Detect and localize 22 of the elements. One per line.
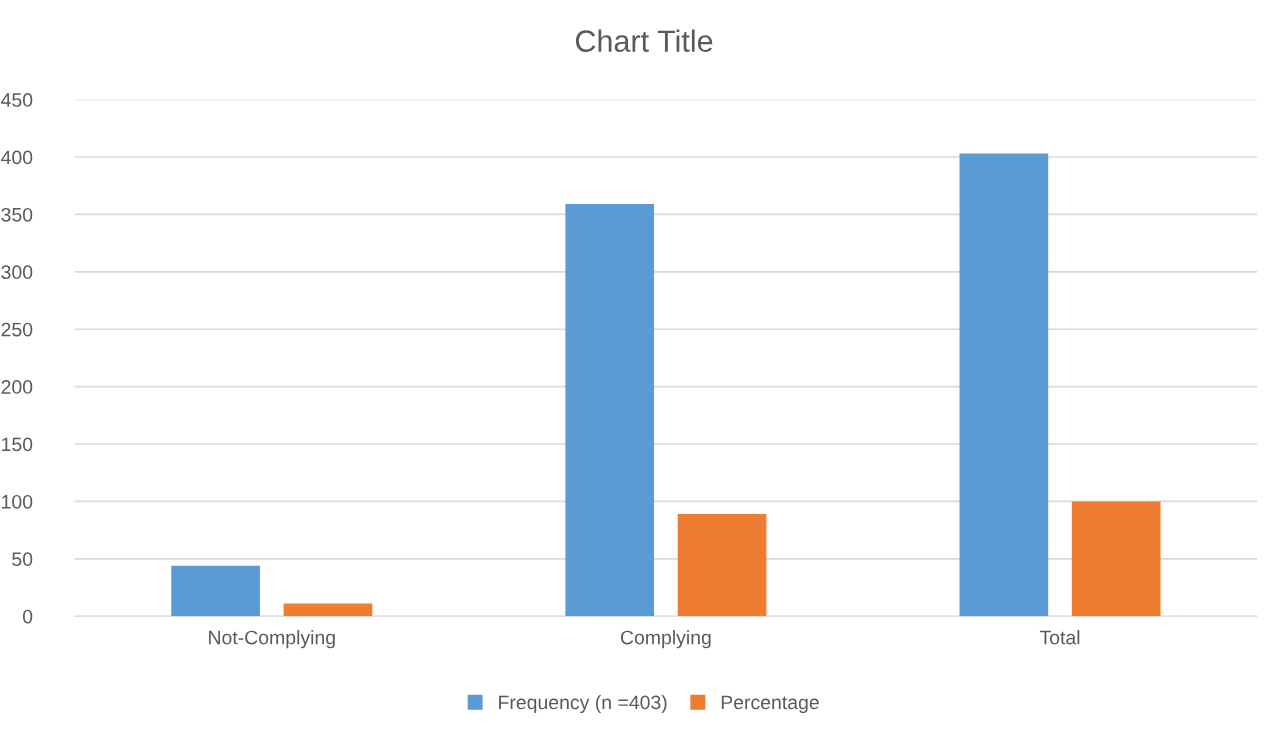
y-tick-label: 250 [1,322,33,337]
y-tick-label: 50 [12,552,33,567]
y-tick-label: 150 [2,437,33,452]
y-tick-label: 100 [2,494,33,509]
x-tick-label: Total [1039,630,1080,645]
legend-label: Frequency (n =403) [499,694,667,714]
y-tick-label: 400 [1,150,33,165]
bar [283,603,373,617]
x-tick-label: Complying [620,630,711,649]
x-tick-label: Not-Complying [209,630,335,649]
y-tick-label: 350 [1,207,33,222]
bar [959,153,1049,617]
bar [1071,501,1161,617]
y-tick-label: 200 [1,380,33,394]
chart-title: Chart Title [575,29,713,52]
legend-label: Percentage [721,695,819,714]
y-tick-label: 300 [1,265,33,280]
y-tick-label: 450 [1,93,33,107]
bar [677,514,767,617]
bar [565,204,655,617]
bar [171,565,260,617]
y-tick-label: 0 [22,609,33,624]
